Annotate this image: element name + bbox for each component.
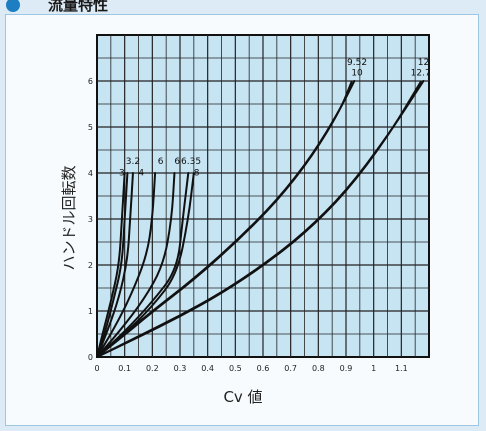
series-group bbox=[96, 80, 425, 358]
y-tick-label: 1 bbox=[88, 307, 93, 316]
x-tick-label: 0.6 bbox=[257, 364, 270, 373]
series-line-12.7 bbox=[96, 80, 422, 358]
x-tick-label: 0.8 bbox=[312, 364, 325, 373]
x-tick-label: 0.1 bbox=[118, 364, 131, 373]
y-tick-label: 3 bbox=[88, 215, 93, 224]
y-tick-label: 4 bbox=[88, 169, 93, 178]
x-tick-label: 0.2 bbox=[146, 364, 159, 373]
x-tick-label: 1 bbox=[371, 364, 376, 373]
y-tick-label: 5 bbox=[88, 123, 93, 132]
series-line-10 bbox=[96, 80, 353, 358]
x-tick-label: 0.7 bbox=[284, 364, 297, 373]
y-tick-label: 2 bbox=[88, 261, 93, 270]
curve-label: 12.7 bbox=[411, 68, 431, 78]
curve-label: 10 bbox=[351, 68, 363, 78]
y-tick-label: 6 bbox=[88, 77, 93, 86]
series-line-3 bbox=[96, 172, 126, 358]
series-line-6 bbox=[96, 172, 157, 358]
x-tick-label: 0 bbox=[94, 364, 99, 373]
series-line-6.35 bbox=[96, 172, 190, 358]
series-line-4 bbox=[96, 172, 134, 358]
section-title: 流量特性 bbox=[48, 0, 109, 14]
x-tick-label: 0.4 bbox=[201, 364, 214, 373]
x-tick-label: 0.5 bbox=[229, 364, 242, 373]
curve-label: 6 bbox=[174, 157, 180, 167]
section-bullet-icon bbox=[6, 0, 20, 12]
x-tick-label: 0.3 bbox=[174, 364, 187, 373]
curve-label: 6.35 bbox=[181, 157, 201, 167]
curve-label: 6 bbox=[158, 157, 164, 167]
y-tick-label: 0 bbox=[88, 353, 93, 362]
x-axis-title: Cv 値 bbox=[223, 388, 262, 406]
x-tick-label: 0.9 bbox=[340, 364, 353, 373]
x-tick-labels: 0 0.1 0.2 0.3 0.4 0.5 0.6 0.7 0.8 0.9 1 1.1 bbox=[94, 364, 407, 373]
curve-label: 3.2 bbox=[126, 157, 140, 167]
section-header: 流量特性 bbox=[0, 0, 486, 14]
series-line-3.2 bbox=[96, 172, 129, 358]
y-axis-title: ハンドル回転数 bbox=[60, 165, 78, 270]
curve-label: 12 bbox=[418, 58, 429, 68]
series-line-6 bbox=[96, 172, 176, 358]
curve-label: 4 bbox=[138, 168, 144, 178]
y-tick-labels: 0 1 2 3 4 5 6 bbox=[88, 77, 93, 362]
x-tick-label: 1.1 bbox=[395, 364, 408, 373]
curve-label: 3 bbox=[119, 168, 125, 178]
curve-label: 9.52 bbox=[347, 58, 367, 68]
curve-label: 8 bbox=[194, 168, 200, 178]
